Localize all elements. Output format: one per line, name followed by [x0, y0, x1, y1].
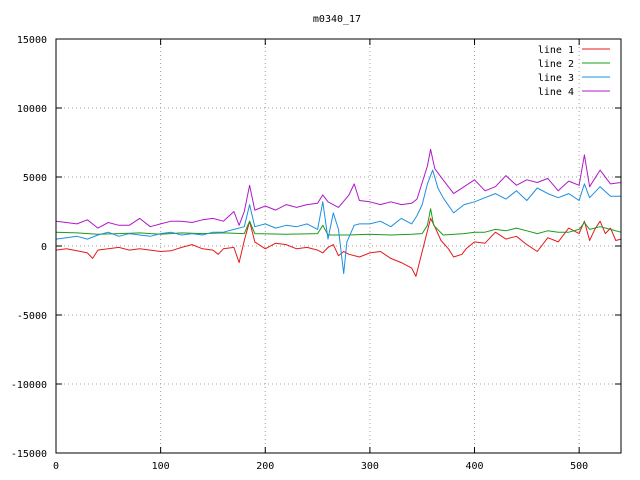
x-tick-label: 400 [465, 461, 483, 472]
legend-label: line 3 [538, 73, 574, 84]
x-tick-label: 100 [152, 461, 170, 472]
legend-label: line 2 [538, 59, 574, 70]
legend-label: line 1 [538, 45, 574, 56]
x-tick-label: 0 [53, 461, 59, 472]
series-line-4 [55, 148, 622, 229]
series-line-2 [55, 208, 622, 236]
tick-layer: -15000 -10000 -5000 0 5000 10000 15000 0 100 200 3… [11, 35, 621, 472]
series-line-3 [55, 169, 621, 275]
grid-layer [56, 39, 621, 453]
y-tick-label: 5000 [23, 173, 47, 184]
y-tick-label: -10000 [11, 380, 47, 391]
legend-label: line 4 [538, 87, 574, 98]
y-tick-label: -15000 [11, 449, 47, 460]
y-tick-label: -5000 [17, 311, 47, 322]
x-tick-label: 500 [570, 461, 588, 472]
legend: line 1 line 2 line 3 line 4 [538, 45, 610, 98]
series-layer [55, 148, 622, 277]
y-tick-label: 0 [41, 242, 47, 253]
y-tick-label: 10000 [17, 104, 47, 115]
chart-title: m0340_17 [313, 14, 361, 25]
series-line-1 [55, 217, 622, 277]
x-tick-label: 200 [256, 461, 274, 472]
x-tick-label: 300 [361, 461, 379, 472]
y-tick-label: 15000 [17, 35, 47, 46]
